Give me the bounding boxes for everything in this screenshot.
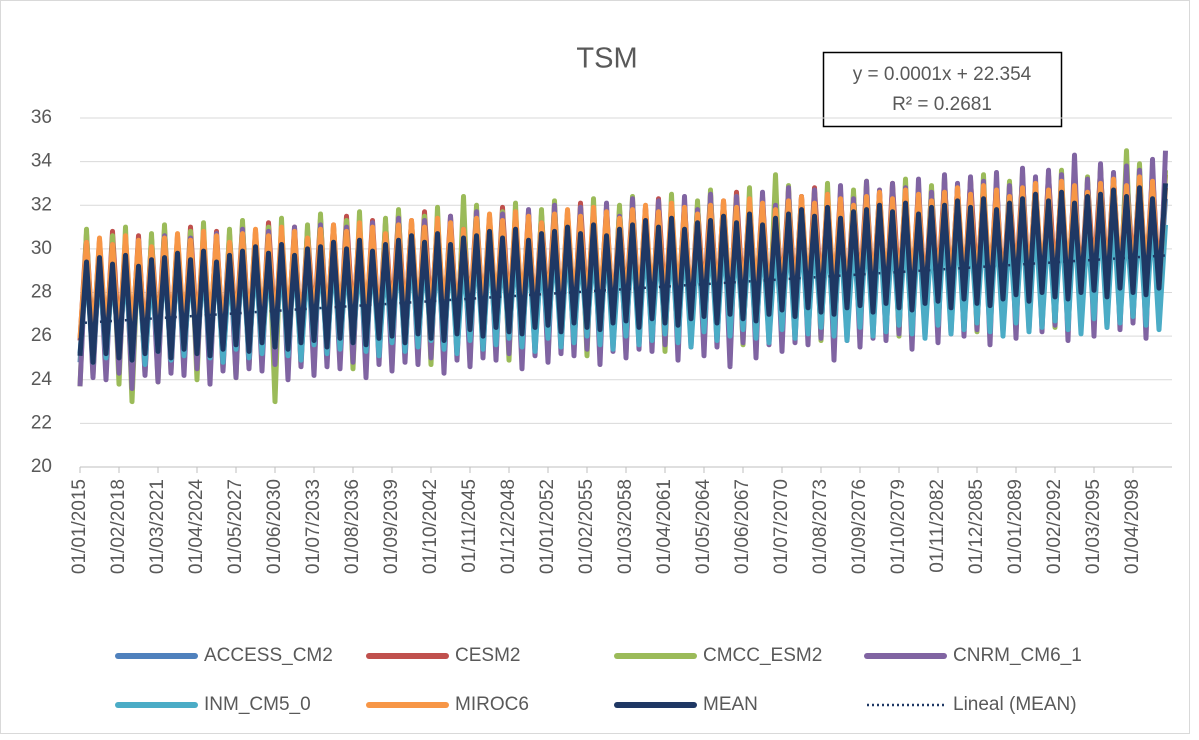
x-tick-label: 01/12/2048 [498,479,519,574]
x-tick-label: 01/02/2018 [108,479,129,574]
x-tick-label: 01/10/2079 [888,479,909,574]
y-tick-label: 30 [31,238,52,259]
x-tick-label: 01/07/2070 [771,479,792,574]
chart-title: TSM [576,43,637,75]
x-tick-label: 01/01/2015 [69,479,90,574]
x-tick-label: 01/04/2061 [654,479,675,574]
trend-equation: y = 0.0001x + 22.354 [853,64,1032,85]
x-tick-label: 01/07/2033 [303,479,324,574]
x-tick-label: 01/03/2021 [147,479,168,574]
trend-r2: R² = 0.2681 [892,94,992,115]
x-tick-label: 01/03/2095 [1083,479,1104,574]
x-tick-label: 01/08/2073 [810,479,831,574]
x-tick-label: 01/05/2027 [225,479,246,574]
equation-box [822,51,1063,128]
y-tick-label: 36 [31,107,52,128]
x-tick-label: 01/06/2067 [732,479,753,574]
series-line [77,183,1168,365]
y-tick-label: 20 [31,456,52,477]
x-tick-label: 01/02/2092 [1044,479,1065,574]
y-tick-label: 34 [31,151,53,172]
y-tick-label: 24 [31,369,53,390]
x-tick-label: 01/09/2076 [849,479,870,574]
x-tick-label: 01/04/2024 [186,479,207,575]
x-tick-label: 01/10/2042 [420,479,441,574]
legend-label: ACCESS_CM2 [204,645,333,666]
x-tick-label: 01/05/2064 [693,479,714,575]
legend-label: Lineal (MEAN) [953,694,1077,715]
y-tick-label: 22 [31,412,52,433]
x-tick-label: 01/06/2030 [264,479,285,574]
legend-label: CMCC_ESM2 [703,645,822,666]
x-tick-label: 01/11/2082 [927,479,948,573]
x-tick-label: 01/03/2058 [615,479,636,574]
legend-label: CNRM_CM6_1 [953,645,1082,666]
legend-label: MEAN [703,694,758,715]
y-tick-label: 26 [31,325,52,346]
y-tick-label: 32 [31,194,52,215]
x-tick-label: 01/08/2036 [342,479,363,574]
y-tick-label: 28 [31,282,52,303]
x-tick-label: 01/09/2039 [381,479,402,574]
trend-line [79,254,1166,325]
x-tick-label: 01/02/2055 [576,479,597,574]
x-tick-label: 01/11/2045 [459,479,480,573]
x-tick-label: 01/04/2098 [1122,479,1143,574]
legend-label: MIROC6 [455,694,529,715]
x-tick-label: 01/12/2085 [966,479,987,574]
x-tick-label: 01/01/2052 [537,479,558,574]
legend-label: CESM2 [455,645,520,666]
legend-label: INM_CM5_0 [204,694,311,715]
x-tick-label: 01/01/2089 [1005,479,1026,574]
